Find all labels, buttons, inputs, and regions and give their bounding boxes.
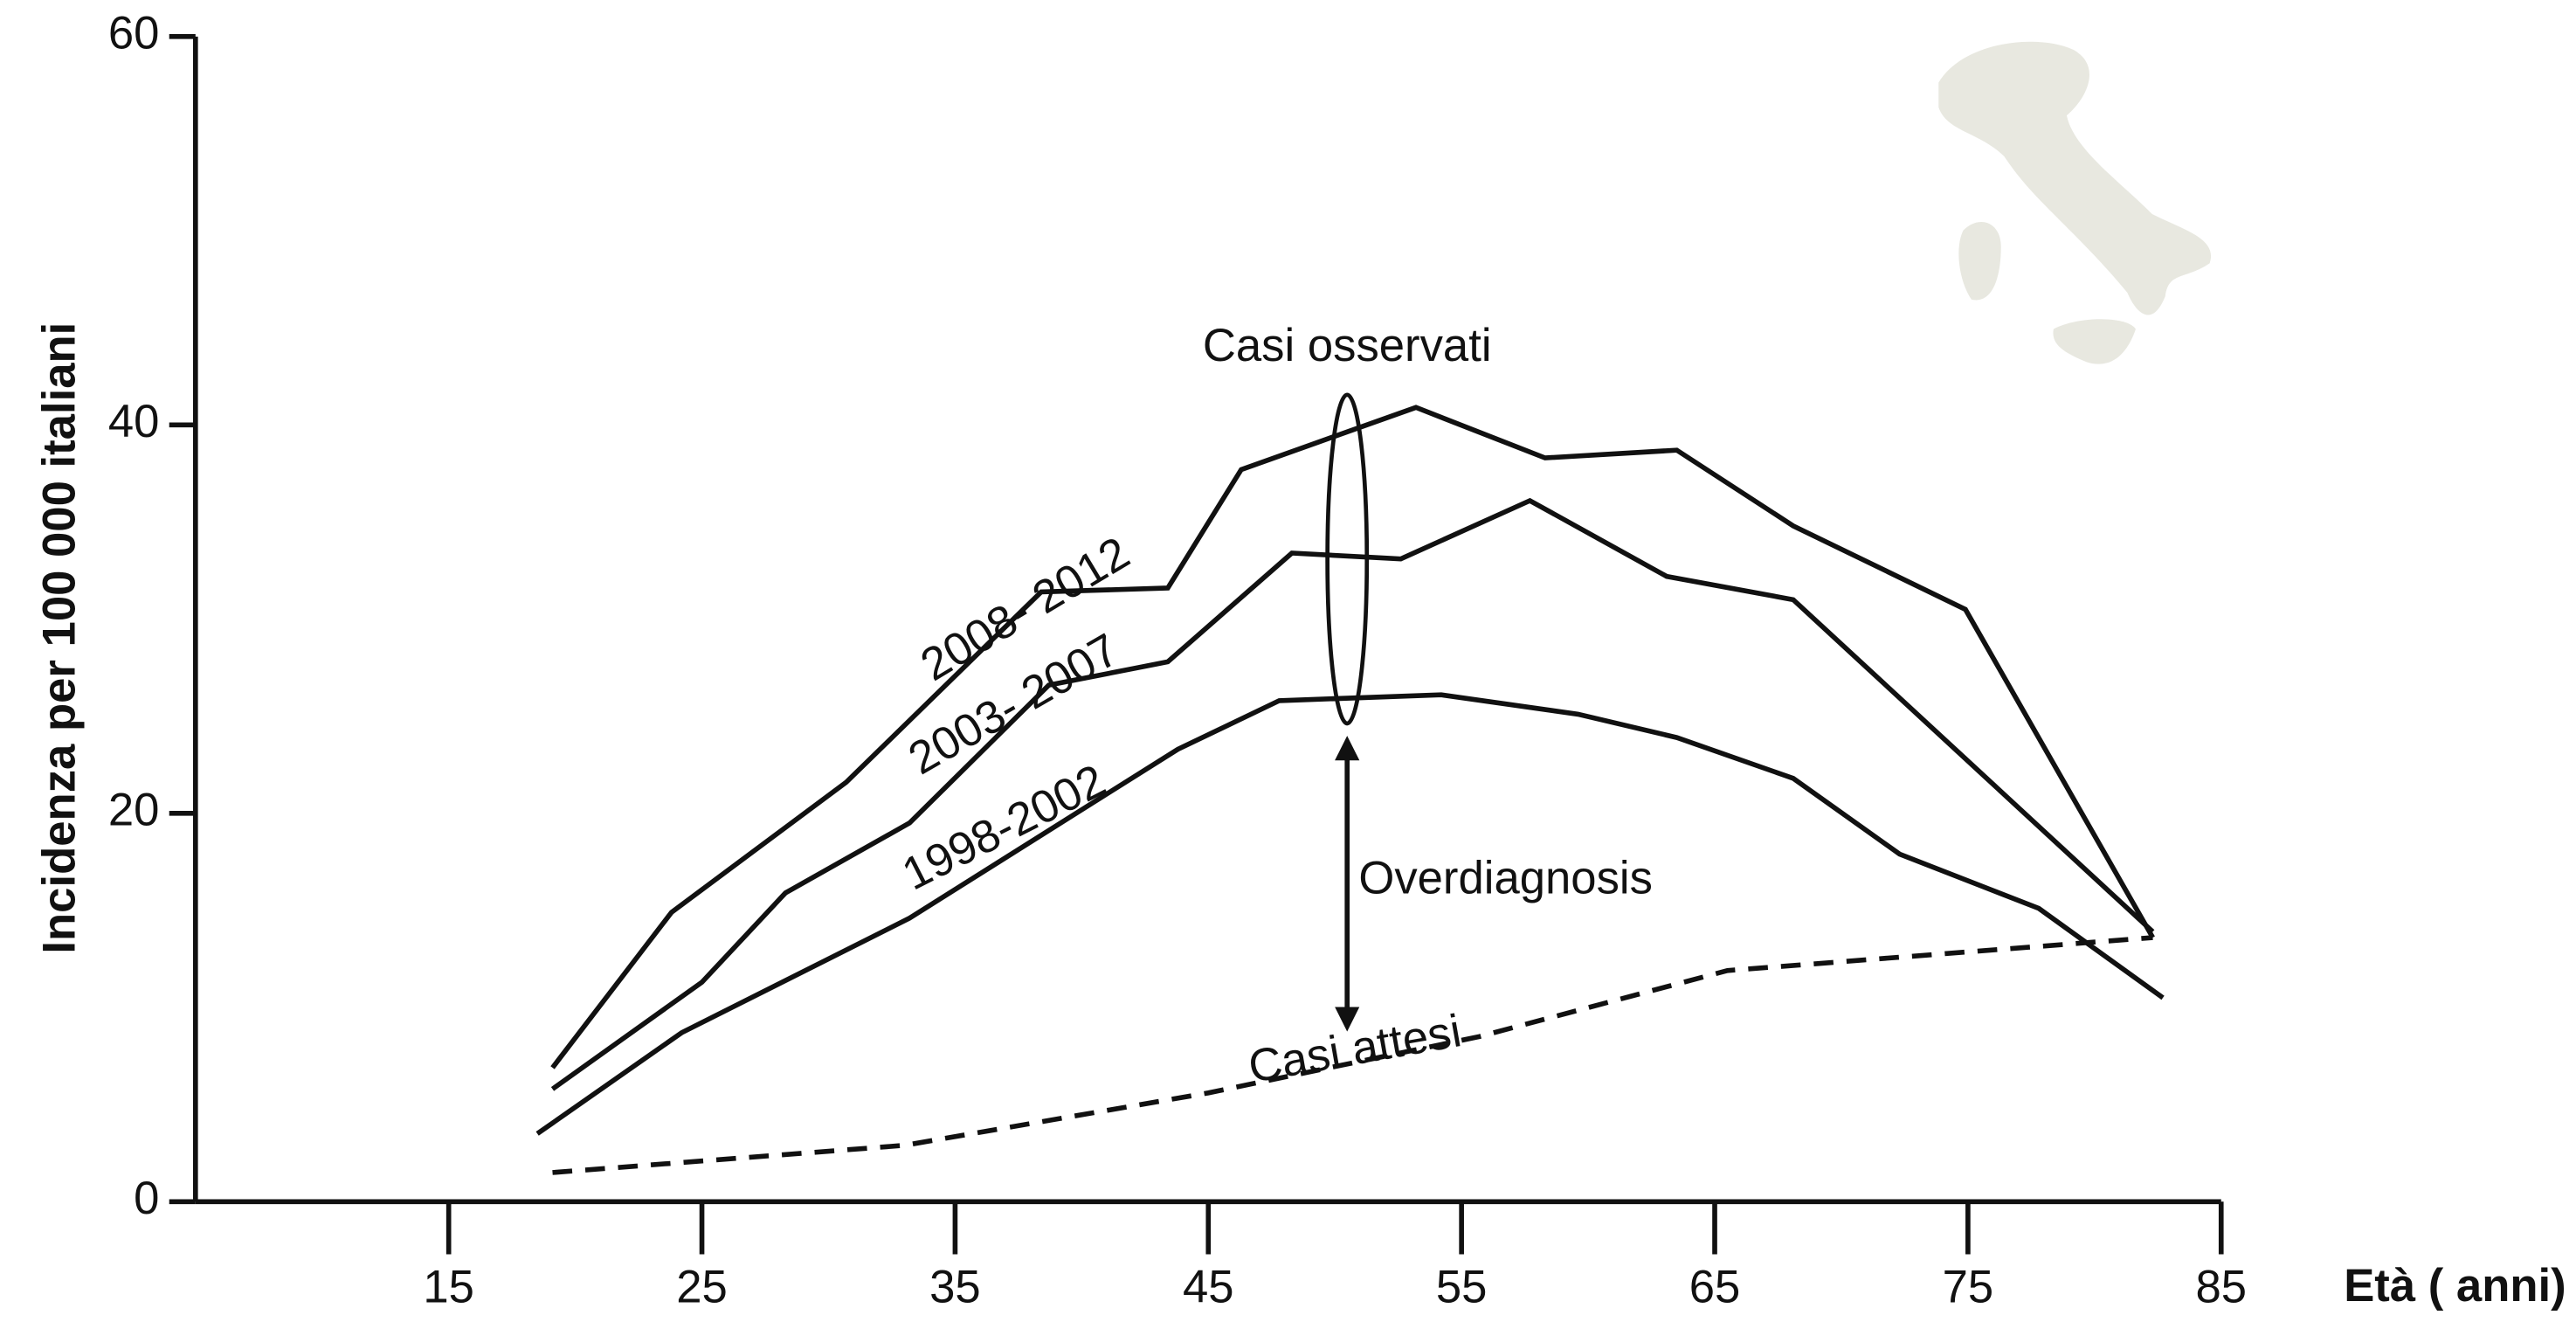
italy-map — [1938, 41, 2212, 364]
y-tick-label: 60 — [108, 8, 160, 59]
x-axis-label: Età ( anni) — [2344, 1260, 2566, 1312]
line — [535, 692, 2165, 1136]
annotation: Casi osservati — [1203, 320, 1492, 371]
line — [550, 405, 2155, 1069]
x-tick-label: 85 — [2195, 1262, 2247, 1313]
x-tick-label: 55 — [1436, 1262, 1488, 1313]
y-axis-label: Incidenza per 100 000 italiani — [33, 322, 85, 954]
x-tick-label: 45 — [1183, 1262, 1234, 1313]
x-tick-label: 35 — [929, 1262, 981, 1313]
x-tick-label: 65 — [1689, 1262, 1741, 1313]
line — [550, 497, 2155, 1091]
x-tick-label: 25 — [676, 1262, 728, 1313]
x-tick-label: 15 — [423, 1262, 474, 1313]
y-tick-label: 40 — [108, 396, 160, 447]
y-tick-label: 0 — [134, 1173, 159, 1224]
series-label: Casi attesi — [1245, 1005, 1465, 1093]
line — [552, 935, 2153, 1175]
y-tick-label: 20 — [108, 785, 160, 836]
annotation: Overdiagnosis — [1358, 852, 1653, 903]
x-tick-label: 75 — [1943, 1262, 1994, 1313]
